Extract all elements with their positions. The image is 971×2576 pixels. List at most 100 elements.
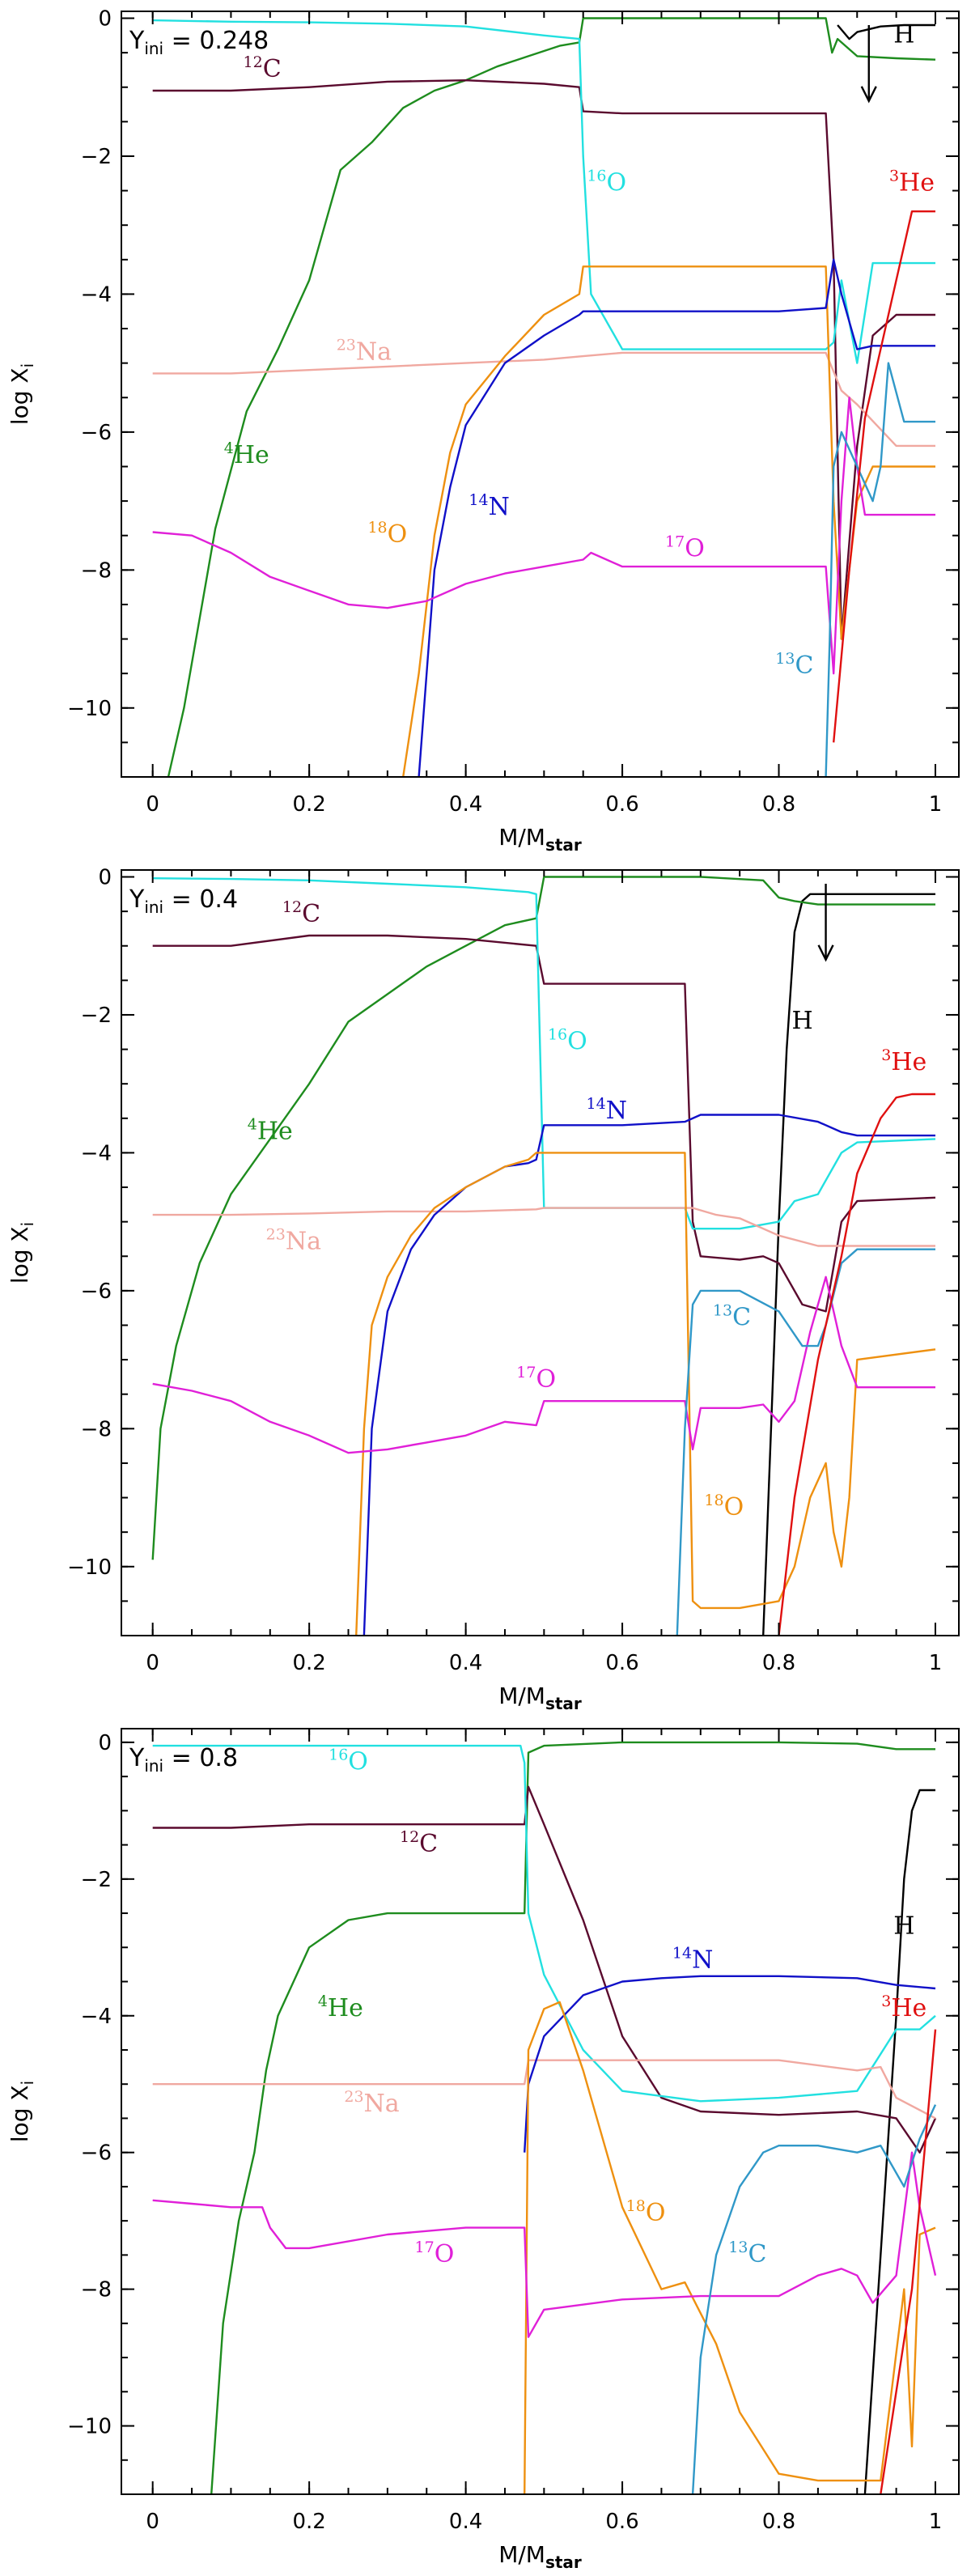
panel2-label-O16: 16O — [548, 1026, 587, 1056]
panel3-ytick-label-3: −6 — [81, 2141, 112, 2166]
panel1-ytick-label-2: −4 — [81, 282, 112, 307]
panel1-xtick-label-5: 1 — [929, 792, 943, 817]
panel3-xtick-label-4: 0.8 — [762, 2510, 795, 2534]
panel1-label-Na23: 23Na — [337, 336, 392, 366]
panel1-label-H: H — [893, 20, 914, 49]
panel1-label-C13: 13C — [775, 650, 813, 680]
panel3-label-C13: 13C — [728, 2239, 766, 2268]
panel3-xtick-label-5: 1 — [929, 2510, 943, 2534]
panel2-xtick-label-4: 0.8 — [762, 1651, 795, 1675]
panel2-y-axis-label: log Xi — [6, 1222, 37, 1284]
panel1-series-O16 — [152, 19, 935, 364]
panel2-series-He3 — [778, 1093, 935, 1636]
panel3-ytick-label-4: −8 — [81, 2278, 112, 2302]
panel3-series-group — [152, 1741, 937, 2494]
panel1-label-C12: 12C — [244, 53, 282, 83]
panel2-series-N14 — [363, 1114, 935, 1636]
chart-svg-3: 0 0.2 0.4 0.6 0.8 1 0 −2 −4 −6 −8 −10 M/Mstar log Xi Y… — [6, 1728, 960, 2572]
panel1-label-O17: 17O — [665, 533, 705, 562]
panel3-label-O16: 16O — [329, 1746, 368, 1776]
panel2-xtick-label-5: 1 — [929, 1651, 943, 1675]
panel2-label-O18: 18O — [704, 1492, 744, 1521]
panel3-label-C12: 12C — [400, 1828, 438, 1858]
panel2-label-O17: 17O — [516, 1364, 556, 1394]
panel3-xtick-label-3: 0.6 — [605, 2510, 638, 2534]
panel3-series-O16 — [152, 1744, 936, 2103]
panel1-series-N14 — [418, 258, 935, 777]
panel2-ytick-label-4: −8 — [81, 1417, 112, 1441]
panel2-xtick-label-3: 0.6 — [605, 1651, 638, 1675]
panel1-xtick-label-0: 0 — [146, 792, 159, 817]
panel3-ytick-label-0: 0 — [98, 1731, 112, 1755]
panel1-yini-label: Yini = 0.248 — [129, 27, 269, 58]
panel3-series-H — [863, 1789, 935, 2494]
chart-svg-2: 0 0.2 0.4 0.6 0.8 1 0 −2 −4 −6 −8 −10 M/Mstar log Xi Y… — [6, 866, 960, 1713]
panel1-series-He3 — [833, 210, 935, 743]
panel3-series-Na23 — [152, 2059, 936, 2120]
panel2-series-H — [762, 893, 935, 1636]
panel3-series-He3 — [880, 2029, 937, 2494]
panel2-arrow-head — [817, 944, 834, 962]
panel1-series-He4 — [167, 17, 936, 777]
panel2-ytick-label-3: −6 — [81, 1280, 112, 1304]
panel1-xtick-label-1: 0.2 — [292, 792, 325, 817]
panel3-plot-frame — [121, 1728, 960, 2495]
panel1-series-C13 — [825, 362, 935, 777]
panel1-arrow-head — [860, 86, 877, 104]
panel3-xtick-label-0: 0 — [146, 2510, 159, 2534]
panel2-plot-frame — [121, 869, 960, 1636]
panel3-ytick-label-1: −2 — [81, 1868, 112, 1892]
panel1-ytick-label-5: −10 — [67, 697, 112, 721]
panel1-xtick-label-3: 0.6 — [605, 792, 638, 817]
panel3-yini-label: Yini = 0.8 — [129, 1744, 238, 1776]
panel1-xtick-label-4: 0.8 — [762, 792, 795, 817]
panel3-series-N14 — [524, 1975, 936, 2153]
panel2-yini-label: Yini = 0.4 — [129, 885, 238, 917]
panel2-ytick-label-1: −2 — [81, 1004, 112, 1028]
panel3-label-N14: 14N — [672, 1945, 713, 1975]
panel2-series-He4 — [151, 876, 935, 1560]
panel1-label-N14: 14N — [469, 491, 509, 521]
panel2-label-N14: 14N — [587, 1095, 627, 1125]
panel2-series-O16 — [152, 877, 936, 1230]
panel2-xtick-label-0: 0 — [146, 1651, 159, 1675]
panel3-ytick-label-2: −4 — [81, 2005, 112, 2029]
panel2-label-Na23: 23Na — [266, 1226, 321, 1256]
panel3-label-O17: 17O — [415, 2239, 455, 2268]
panel2-series-O18 — [355, 1152, 936, 1636]
chart-panel-1: 0 0.2 0.4 0.6 0.8 1 0 −2 −4 −6 −8 −10 M/Mstar log Xi Y… — [0, 0, 971, 859]
panel3-label-He4: 4He — [318, 1992, 363, 2022]
panel2-ytick-label-5: −10 — [67, 1555, 112, 1580]
panel3-series-C12 — [152, 1785, 937, 2154]
panel3-series-He4 — [210, 1741, 935, 2494]
panel2-ytick-label-2: −4 — [81, 1141, 112, 1165]
panel1-x-axis-label: M/Mstar — [498, 824, 582, 855]
panel1-series-C12 — [152, 79, 935, 640]
panel2-label-H: H — [791, 1007, 812, 1035]
panel2-label-He3: 3He — [881, 1046, 926, 1076]
panel1-xtick-label-2: 0.4 — [449, 792, 482, 817]
panel3-xtick-label-2: 0.4 — [449, 2510, 482, 2534]
panel3-label-He3: 3He — [881, 1992, 926, 2022]
panel1-ytick-label-0: 0 — [98, 7, 112, 32]
panel2-series-Na23 — [152, 1207, 935, 1247]
panel1-plot-frame — [121, 11, 960, 778]
chart-svg-1: 0 0.2 0.4 0.6 0.8 1 0 −2 −4 −6 −8 −10 M/Mstar log Xi Y… — [6, 7, 960, 855]
panel2-x-axis-label: M/Mstar — [498, 1683, 582, 1713]
panel3-label-Na23: 23Na — [344, 2088, 399, 2118]
panel2-ytick-label-0: 0 — [98, 866, 112, 890]
panel3-label-O18: 18O — [626, 2197, 666, 2227]
panel2-series-O17 — [152, 1275, 935, 1454]
panel3-ytick-label-5: −10 — [67, 2415, 112, 2439]
chart-panel-2: 0 0.2 0.4 0.6 0.8 1 0 −2 −4 −6 −8 −10 M/Mstar log Xi Y… — [0, 859, 971, 1717]
panel2-label-C12: 12C — [282, 898, 320, 928]
panel1-ytick-label-3: −6 — [81, 421, 112, 445]
panel3-x-axis-label: M/Mstar — [498, 2541, 582, 2572]
panel3-label-H: H — [893, 1912, 914, 1940]
panel1-series-Na23 — [152, 351, 935, 448]
panel1-y-axis-label: log Xi — [6, 363, 37, 425]
panel2-xtick-label-2: 0.4 — [449, 1651, 482, 1675]
panel1-series-O17 — [152, 397, 935, 675]
panel3-series-C13 — [691, 2104, 937, 2494]
panel1-series-H — [837, 23, 935, 40]
